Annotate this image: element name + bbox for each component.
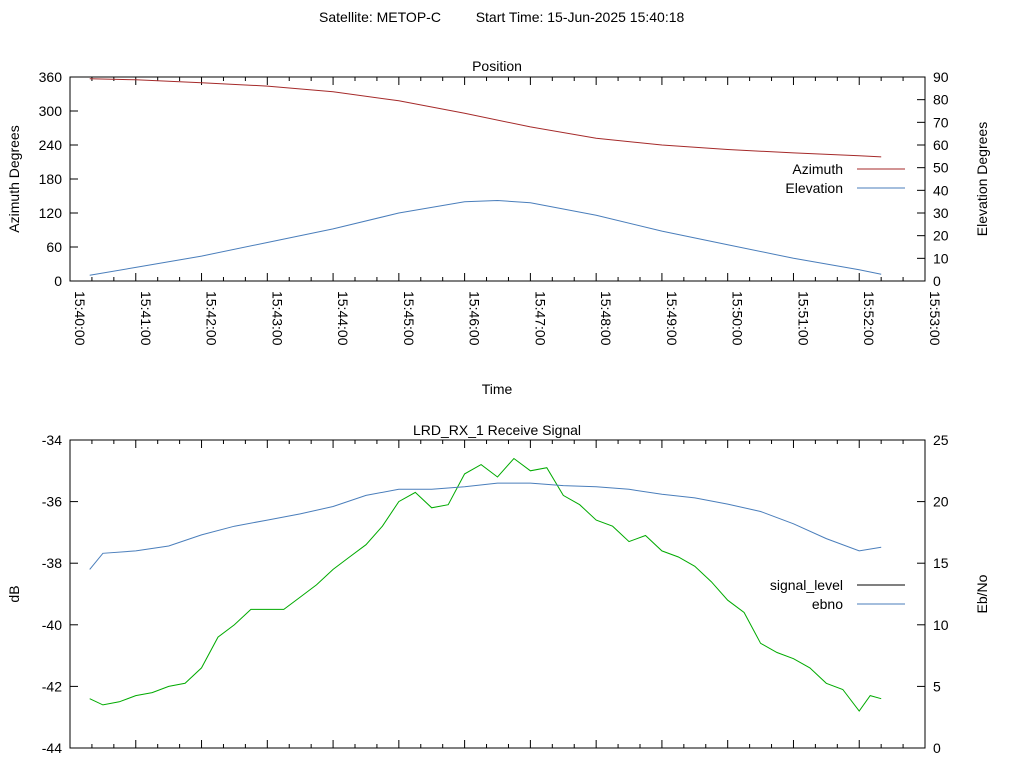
x-tick-label: 15:49:00 — [664, 291, 680, 346]
y2-tick-label: 20 — [933, 228, 949, 244]
position-legend: Azimuth Elevation — [785, 161, 905, 196]
y2-tick-label: 15 — [933, 555, 949, 571]
signal-y-axis-label: dB — [6, 585, 22, 602]
legend-label: Azimuth — [792, 161, 843, 177]
x-tick-label: 15:42:00 — [204, 291, 220, 346]
y-tick-label: 120 — [39, 205, 63, 221]
y2-tick-label: 40 — [933, 182, 949, 198]
y2-tick-label: 0 — [933, 740, 941, 756]
signal-chart: LRD_RX_1 Receive Signal dB Eb/No -44-42-… — [6, 422, 990, 756]
y2-tick-label: 60 — [933, 137, 949, 153]
y-tick-label: 360 — [39, 69, 63, 85]
x-tick-label: 15:48:00 — [598, 291, 614, 346]
x-tick-label: 15:52:00 — [861, 291, 877, 346]
y2-tick-label: 80 — [933, 92, 949, 108]
x-tick-label: 15:43:00 — [269, 291, 285, 346]
y-tick-label: -36 — [42, 494, 62, 510]
y2-tick-label: 90 — [933, 69, 949, 85]
x-tick-label: 15:50:00 — [730, 291, 746, 346]
plot-frame — [69, 439, 926, 749]
x-tick-label: 15:45:00 — [401, 291, 417, 346]
series-line-azimuth — [89, 78, 882, 158]
x-tick-label: 15:41:00 — [138, 291, 154, 346]
y-tick-label: -44 — [42, 740, 62, 756]
y2-tick-label: 30 — [933, 205, 949, 221]
y-tick-label: 60 — [46, 239, 62, 255]
legend-label: signal_level — [770, 577, 843, 593]
x-tick-label: 15:47:00 — [532, 291, 548, 346]
y-tick-label: 0 — [54, 273, 62, 289]
y-tick-label: 300 — [39, 103, 63, 119]
position-y-axis-label: Azimuth Degrees — [6, 125, 22, 232]
position-chart: Position Azimuth Degrees Elevation Degre… — [6, 58, 990, 397]
y-tick-label: -38 — [42, 555, 62, 571]
position-y2-axis-label: Elevation Degrees — [974, 122, 990, 236]
x-tick-label: 15:44:00 — [335, 291, 351, 346]
y2-tick-label: 70 — [933, 114, 949, 130]
y2-tick-label: 10 — [933, 617, 949, 633]
y2-tick-label: 0 — [933, 273, 941, 289]
position-x-axis-label: Time — [482, 381, 513, 397]
legend-label: Elevation — [785, 180, 843, 196]
x-tick-label: 15:46:00 — [467, 291, 483, 346]
signal-y2-axis-label: Eb/No — [974, 574, 990, 613]
x-tick-label: 15:51:00 — [795, 291, 811, 346]
signal-series — [89, 457, 882, 712]
y-tick-label: -42 — [42, 678, 62, 694]
y2-tick-label: 50 — [933, 160, 949, 176]
start-time-label: Start Time: 15-Jun-2025 15:40:18 — [476, 9, 685, 25]
y-tick-label: -34 — [42, 432, 62, 448]
x-tick-label: 15:53:00 — [927, 291, 943, 346]
position-axes: 0 60 120 180 240 300 360 0 10 20 30 40 50 60 70 80 90 15:… — [39, 69, 949, 346]
series-line-signal-level — [89, 457, 882, 712]
signal-chart-title: LRD_RX_1 Receive Signal — [413, 422, 581, 438]
signal-axes: -44 -42 -40 -38 -36 -34 0 5 10 15 20 25 — [42, 432, 949, 756]
y2-tick-label: 20 — [933, 494, 949, 510]
series-line-elevation — [89, 199, 882, 276]
plot-frame — [69, 76, 926, 282]
y2-tick-label: 5 — [933, 678, 941, 694]
satellite-label: Satellite: METOP-C — [319, 9, 441, 25]
y-tick-label: -40 — [42, 617, 62, 633]
position-series — [89, 78, 882, 276]
series-line-ebno — [89, 482, 882, 570]
position-chart-title: Position — [472, 58, 522, 74]
x-tick-label: 15:40:00 — [72, 291, 88, 346]
y2-tick-label: 25 — [933, 432, 949, 448]
y-tick-label: 180 — [39, 171, 63, 187]
y2-tick-label: 10 — [933, 250, 949, 266]
legend-label: ebno — [812, 596, 843, 612]
y-tick-label: 240 — [39, 137, 63, 153]
